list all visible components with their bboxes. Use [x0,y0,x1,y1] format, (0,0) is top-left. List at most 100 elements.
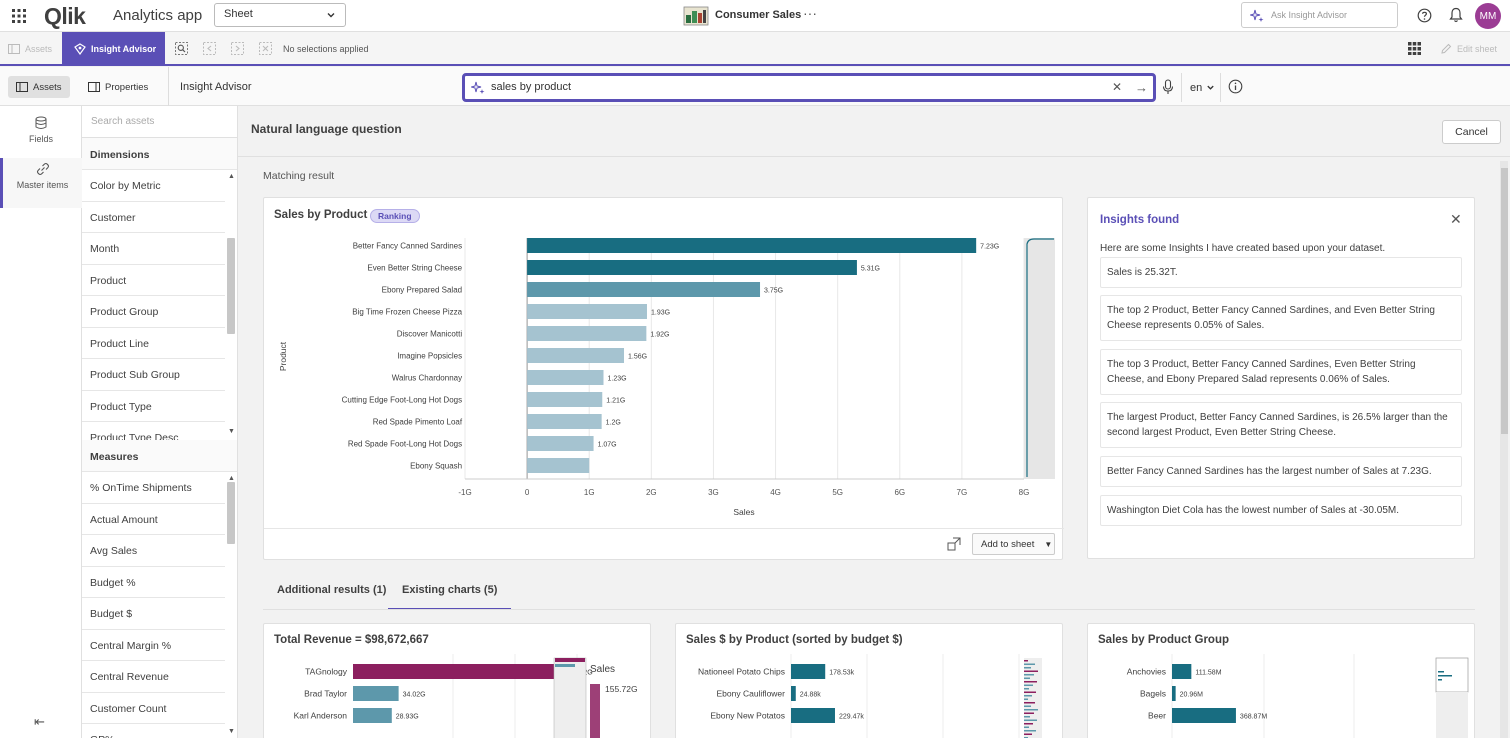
tab-existing-charts[interactable]: Existing charts (5) [388,576,512,610]
scroll-down-icon[interactable]: ▼ [228,428,235,435]
add-to-sheet-label: Add to sheet [981,538,1035,550]
info-icon[interactable] [1228,79,1243,94]
microphone-icon[interactable] [1162,79,1174,95]
measure-item[interactable]: Customer Count [82,693,225,724]
clear-search-icon[interactable]: ✕ [1112,80,1123,94]
mini-chart-bar [1024,730,1036,732]
insight-item[interactable]: The largest Product, Better Fancy Canned… [1100,402,1462,448]
category-label: Red Spade Foot-Long Hot Dogs [348,440,462,449]
insight-item[interactable]: Washington Diet Cola has the lowest numb… [1100,495,1462,526]
dimension-item[interactable]: Product Line [82,328,225,359]
sales-by-product-chart[interactable]: -1G 0 1G 2G 3G 4G 5G 6G 7G 8G Better Fancy Canned … [264,228,1064,526]
scroll-up-icon[interactable]: ▲ [228,173,235,180]
dimension-item[interactable]: Product Group [82,296,225,328]
measure-item[interactable]: Avg Sales [82,535,225,567]
sales-by-product-group-chart[interactable]: Anchovies 111.58M Bagels 20.96M Beer 368.87M [1088,654,1476,738]
clear-selections-icon[interactable] [259,42,272,55]
main-scroll-track[interactable] [1500,161,1508,738]
insight-item[interactable]: Sales is 25.32T. [1100,257,1462,288]
mini-chart-scroll-area [1436,692,1468,738]
app-grid-icon[interactable] [12,9,26,23]
help-icon[interactable] [1417,8,1432,23]
total-revenue-chart[interactable]: TAGnology 155.72G Brad Taylor 34.02G Karl An… [264,654,652,738]
assets-tab-button[interactable]: Assets [8,76,70,98]
smart-search-icon[interactable] [175,42,188,55]
collapse-panel-icon[interactable]: ⇤ [34,714,45,729]
step-back-icon[interactable] [203,42,216,55]
dimension-item[interactable]: Customer [82,202,225,233]
sales-by-product-budget-chart[interactable]: Nationeel Potato Chips 178.53k Ebony Cauli… [676,654,1064,738]
measure-item[interactable]: Budget % [82,567,225,598]
existing-chart-card[interactable]: Sales by Product Group Anchovies 111.58M B… [1087,623,1475,738]
data-label: 1.92G [650,332,669,339]
database-icon [35,116,47,129]
natural-language-search-input[interactable]: sales by product ✕ → [462,73,1156,102]
more-options-icon[interactable]: ··· [803,5,817,21]
expand-chart-icon[interactable] [947,537,961,551]
measure-item[interactable]: Central Margin % [82,630,225,661]
mini-chart-bar [1024,684,1033,686]
bar [527,304,647,319]
sheet-select[interactable]: Sheet [214,3,346,27]
rail-fields-button[interactable]: Fields [0,112,82,158]
data-label: 1.2G [606,420,621,427]
toolbar-assets-button[interactable]: Assets [0,32,62,66]
x-tick-label: 6G [894,488,905,497]
dimension-item[interactable]: Month [82,233,225,265]
dimension-item[interactable]: Product Sub Group [82,359,225,391]
bar [1172,686,1176,701]
main-scrollbar[interactable] [1501,168,1508,434]
scroll-up-icon[interactable]: ▲ [228,475,235,482]
existing-chart-card[interactable]: Total Revenue = $98,672,667 TAGnology 155… [263,623,651,738]
measures-header[interactable]: Measures [82,440,237,472]
bar [527,282,761,297]
x-tick-label: -1G [458,488,471,497]
existing-chart-card[interactable]: Sales $ by Product (sorted by budget $) … [675,623,1063,738]
dimension-item[interactable]: Product Type [82,391,225,422]
measure-item[interactable]: Actual Amount [82,504,225,535]
tab-additional-results[interactable]: Additional results (1) [277,584,387,596]
category-label: Red Spade Pimento Loaf [373,418,463,427]
dimension-item[interactable]: Product [82,265,225,296]
mini-chart-bar [1024,663,1035,665]
insight-item[interactable]: Better Fancy Canned Sardines has the lar… [1100,456,1462,487]
mini-chart-bar [555,664,575,667]
mini-chart-bar [1024,716,1030,718]
dimension-item[interactable]: Color by Metric [82,170,225,202]
insight-item[interactable]: The top 2 Product, Better Fancy Canned S… [1100,295,1462,341]
main-chart-card[interactable]: Sales by Product Ranking -1G 0 1G 2G 3G 4G 5G 6… [263,197,1064,560]
category-label: Brad Taylor [304,689,347,699]
sheet-grid-icon[interactable] [1408,42,1421,55]
user-avatar[interactable]: MM [1475,3,1501,29]
add-to-sheet-button[interactable]: Add to sheet ▼ [972,533,1055,555]
toolbar-insight-advisor-button[interactable]: Insight Advisor [62,32,165,66]
assets-panel: Search assets Dimensions Color by Metric… [82,106,238,738]
step-forward-icon[interactable] [231,42,244,55]
search-assets-input[interactable]: Search assets [82,106,237,138]
insight-item[interactable]: The top 3 Product, Better Fancy Canned S… [1100,349,1462,395]
category-label: Bagels [1140,689,1166,699]
close-insights-icon[interactable]: ✕ [1450,211,1462,227]
dimensions-header[interactable]: Dimensions [82,138,237,170]
measure-item[interactable]: Budget $ [82,598,225,630]
app-name: Analytics app [113,7,203,24]
rail-master-items-button[interactable]: Master items [0,158,82,208]
dimensions-scrollbar[interactable] [227,238,235,334]
measure-item[interactable]: % OnTime Shipments [82,472,225,504]
measure-item[interactable]: GP% [82,724,225,738]
measures-scrollbar[interactable] [227,482,235,544]
ask-insight-advisor-input[interactable]: Ask Insight Advisor [1241,2,1398,28]
sparkle-icon [1250,9,1264,22]
cancel-button[interactable]: Cancel [1442,120,1501,144]
bar [527,436,594,451]
submit-arrow-icon[interactable]: → [1135,80,1148,95]
category-label: Walrus Chardonnay [392,374,462,383]
language-select[interactable]: en [1181,73,1221,102]
mini-chart-bar [1438,671,1444,673]
notifications-bell-icon[interactable] [1449,7,1463,23]
scroll-down-icon[interactable]: ▼ [228,728,235,735]
edit-sheet-button[interactable]: Edit sheet [1440,43,1497,55]
properties-tab-button[interactable]: Properties [80,76,160,98]
x-tick-label: 2G [646,488,657,497]
measure-item[interactable]: Central Revenue [82,661,225,693]
